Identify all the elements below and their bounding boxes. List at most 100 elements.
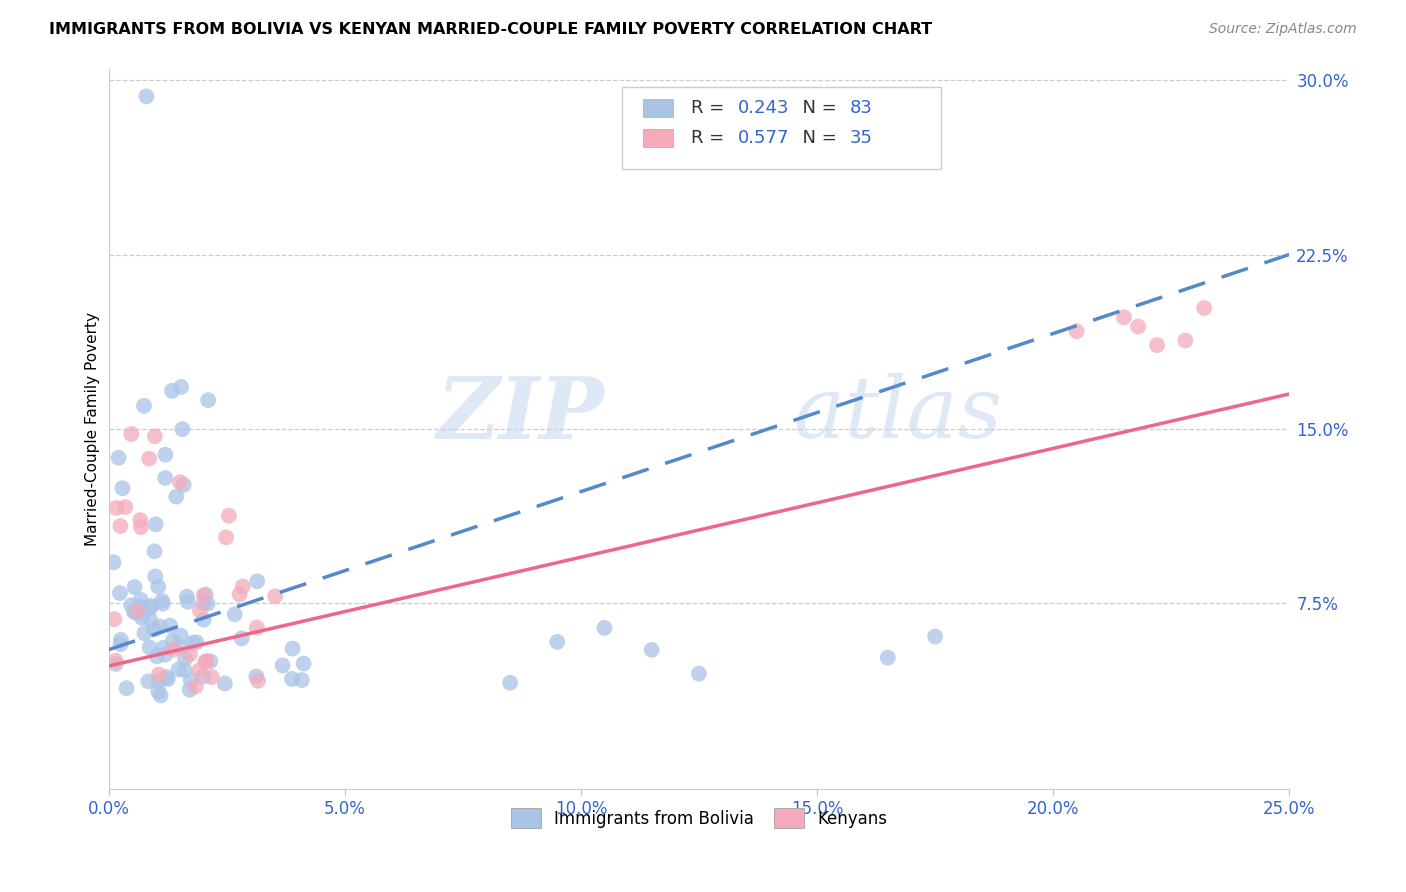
Bar: [644, 99, 673, 117]
Text: N =: N =: [792, 129, 842, 147]
Point: [1112, 310, 1135, 325]
Point: [1174, 334, 1197, 348]
Point: [104, 654, 127, 668]
Point: [167, 662, 190, 676]
Point: [1194, 301, 1216, 315]
Point: [127, 604, 149, 618]
Point: [197, 597, 219, 611]
Point: [169, 640, 191, 654]
Point: [593, 621, 616, 635]
Point: [193, 669, 215, 683]
Point: [218, 508, 240, 523]
Point: [162, 634, 184, 648]
Point: [193, 588, 215, 602]
Point: [264, 589, 287, 603]
Point: [169, 475, 191, 490]
Point: [176, 590, 198, 604]
Point: [174, 651, 197, 665]
Point: [129, 513, 152, 527]
Point: [247, 673, 270, 688]
Point: [163, 642, 186, 657]
Point: [184, 679, 207, 693]
Point: [152, 597, 174, 611]
Point: [103, 555, 125, 569]
Point: [170, 628, 193, 642]
Point: [201, 670, 224, 684]
Point: [108, 586, 131, 600]
Point: [159, 618, 181, 632]
Point: [105, 501, 128, 516]
Point: [173, 478, 195, 492]
Point: [271, 658, 294, 673]
Point: [688, 666, 710, 681]
Point: [148, 673, 170, 688]
Point: [188, 664, 211, 678]
Text: R =: R =: [690, 99, 730, 117]
Point: [546, 635, 568, 649]
Point: [135, 89, 157, 103]
Point: [122, 605, 145, 619]
Bar: [644, 129, 673, 147]
Point: [155, 448, 177, 462]
FancyBboxPatch shape: [623, 87, 941, 169]
Point: [155, 471, 177, 485]
Point: [143, 623, 166, 637]
Point: [148, 667, 170, 681]
Point: [245, 669, 267, 683]
Point: [129, 593, 152, 607]
Point: [177, 595, 200, 609]
Point: [107, 450, 129, 465]
Point: [193, 613, 215, 627]
Point: [139, 600, 162, 615]
Point: [152, 640, 174, 655]
Point: [143, 544, 166, 558]
Point: [641, 643, 664, 657]
Text: Source: ZipAtlas.com: Source: ZipAtlas.com: [1209, 22, 1357, 37]
Text: N =: N =: [792, 99, 842, 117]
Point: [111, 481, 134, 495]
Point: [179, 647, 201, 661]
Point: [138, 640, 160, 655]
Point: [181, 635, 204, 649]
Point: [139, 599, 162, 613]
Point: [197, 393, 219, 408]
Point: [292, 657, 315, 671]
Point: [146, 649, 169, 664]
Point: [1066, 324, 1088, 338]
Point: [143, 429, 166, 443]
Text: 83: 83: [851, 99, 873, 117]
Point: [129, 520, 152, 534]
Point: [110, 632, 132, 647]
Point: [110, 519, 132, 533]
Point: [1146, 338, 1168, 352]
Point: [156, 670, 179, 684]
Y-axis label: Married-Couple Family Poverty: Married-Couple Family Poverty: [86, 312, 100, 546]
Point: [1126, 319, 1149, 334]
Point: [148, 580, 170, 594]
Point: [186, 635, 208, 649]
Point: [138, 451, 160, 466]
Point: [246, 621, 269, 635]
Text: ZIP: ZIP: [437, 373, 605, 456]
Point: [134, 626, 156, 640]
Legend: Immigrants from Bolivia, Kenyans: Immigrants from Bolivia, Kenyans: [503, 801, 894, 835]
Point: [131, 611, 153, 625]
Point: [281, 641, 304, 656]
Point: [172, 422, 194, 436]
Text: 0.577: 0.577: [738, 129, 789, 147]
Point: [145, 517, 167, 532]
Text: 0.243: 0.243: [738, 99, 789, 117]
Point: [499, 675, 522, 690]
Point: [115, 681, 138, 695]
Point: [143, 569, 166, 583]
Point: [120, 427, 142, 442]
Point: [110, 637, 132, 651]
Point: [228, 587, 250, 601]
Point: [281, 672, 304, 686]
Point: [149, 619, 172, 633]
Point: [160, 384, 183, 398]
Point: [103, 612, 125, 626]
Point: [291, 673, 314, 687]
Point: [215, 530, 238, 544]
Point: [104, 657, 127, 671]
